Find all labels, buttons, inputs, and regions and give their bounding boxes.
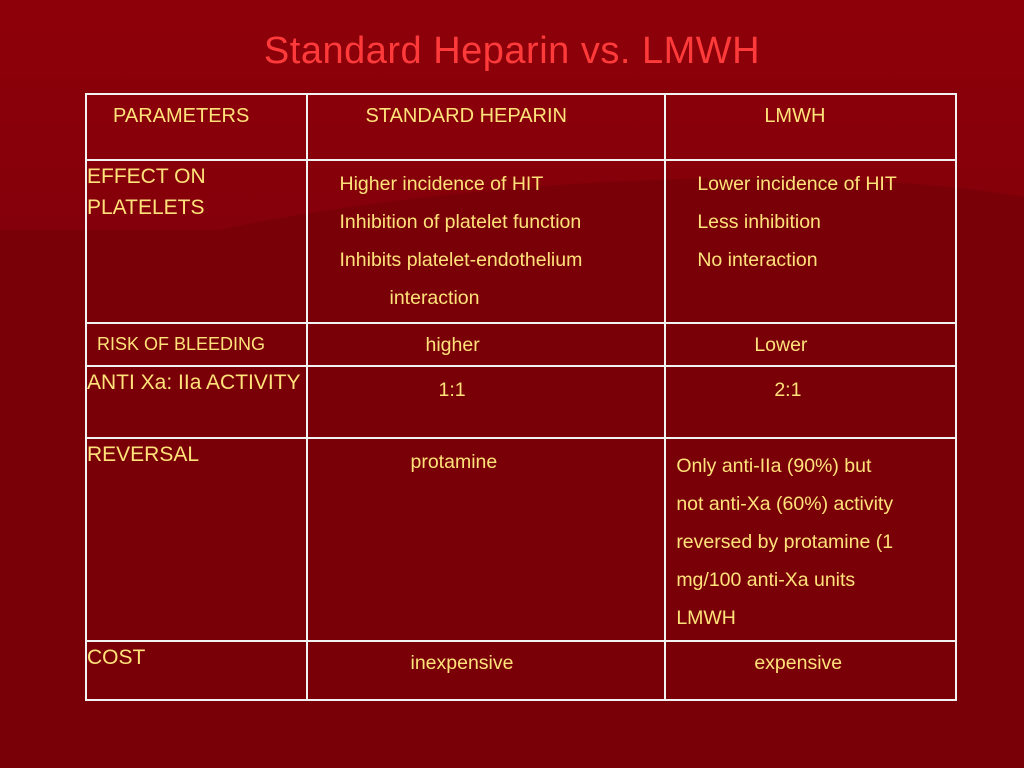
- header-lmwh: LMWH: [664, 92, 957, 162]
- heparin-ratio-cell: 1:1: [305, 365, 667, 439]
- lmwh-reversal-cell: Only anti-IIa (90%) but not anti-Xa (60%…: [664, 436, 957, 642]
- param-risk-of-bleeding: RISK OF BLEEDING: [85, 322, 308, 368]
- param-anti-xa-iia-activity: ANTI Xa: IIa ACTIVITY: [85, 365, 308, 439]
- lmwh-effect-cell: Lower incidence of HIT Less inhibition N…: [664, 159, 957, 325]
- table-row: REVERSAL protamine Only anti-IIa (90%) b…: [85, 436, 957, 642]
- param-cost: COST: [85, 639, 308, 702]
- lmwh-bleeding-cell: Lower: [664, 322, 957, 368]
- slide-title: Standard Heparin vs. LMWH: [263, 30, 761, 72]
- heparin-cost-cell: inexpensive: [305, 639, 667, 702]
- header-row: PARAMETERS STANDARD HEPARIN LMWH: [85, 92, 957, 162]
- param-reversal: REVERSAL: [85, 436, 308, 642]
- heparin-bleeding-cell: higher: [305, 322, 667, 368]
- heparin-effect-cell: Higher incidence of HIT Inhibition of pl…: [305, 159, 667, 325]
- heparin-reversal-cell: protamine: [305, 436, 667, 642]
- table-row: RISK OF BLEEDING higher Lower: [85, 322, 957, 368]
- table-row: ANTI Xa: IIa ACTIVITY 1:1 2:1: [85, 365, 957, 439]
- lmwh-ratio-cell: 2:1: [664, 365, 957, 439]
- comparison-table: PARAMETERS STANDARD HEPARIN LMWH EFFECT …: [85, 92, 957, 702]
- param-effect-on-platelets: EFFECT ON PLATELETS: [85, 159, 308, 325]
- header-standard-heparin: STANDARD HEPARIN: [305, 92, 667, 162]
- table-row: EFFECT ON PLATELETS Higher incidence of …: [85, 159, 957, 325]
- header-parameters: PARAMETERS: [85, 92, 308, 162]
- table-row: COST inexpensive expensive: [85, 639, 957, 702]
- lmwh-cost-cell: expensive: [664, 639, 957, 702]
